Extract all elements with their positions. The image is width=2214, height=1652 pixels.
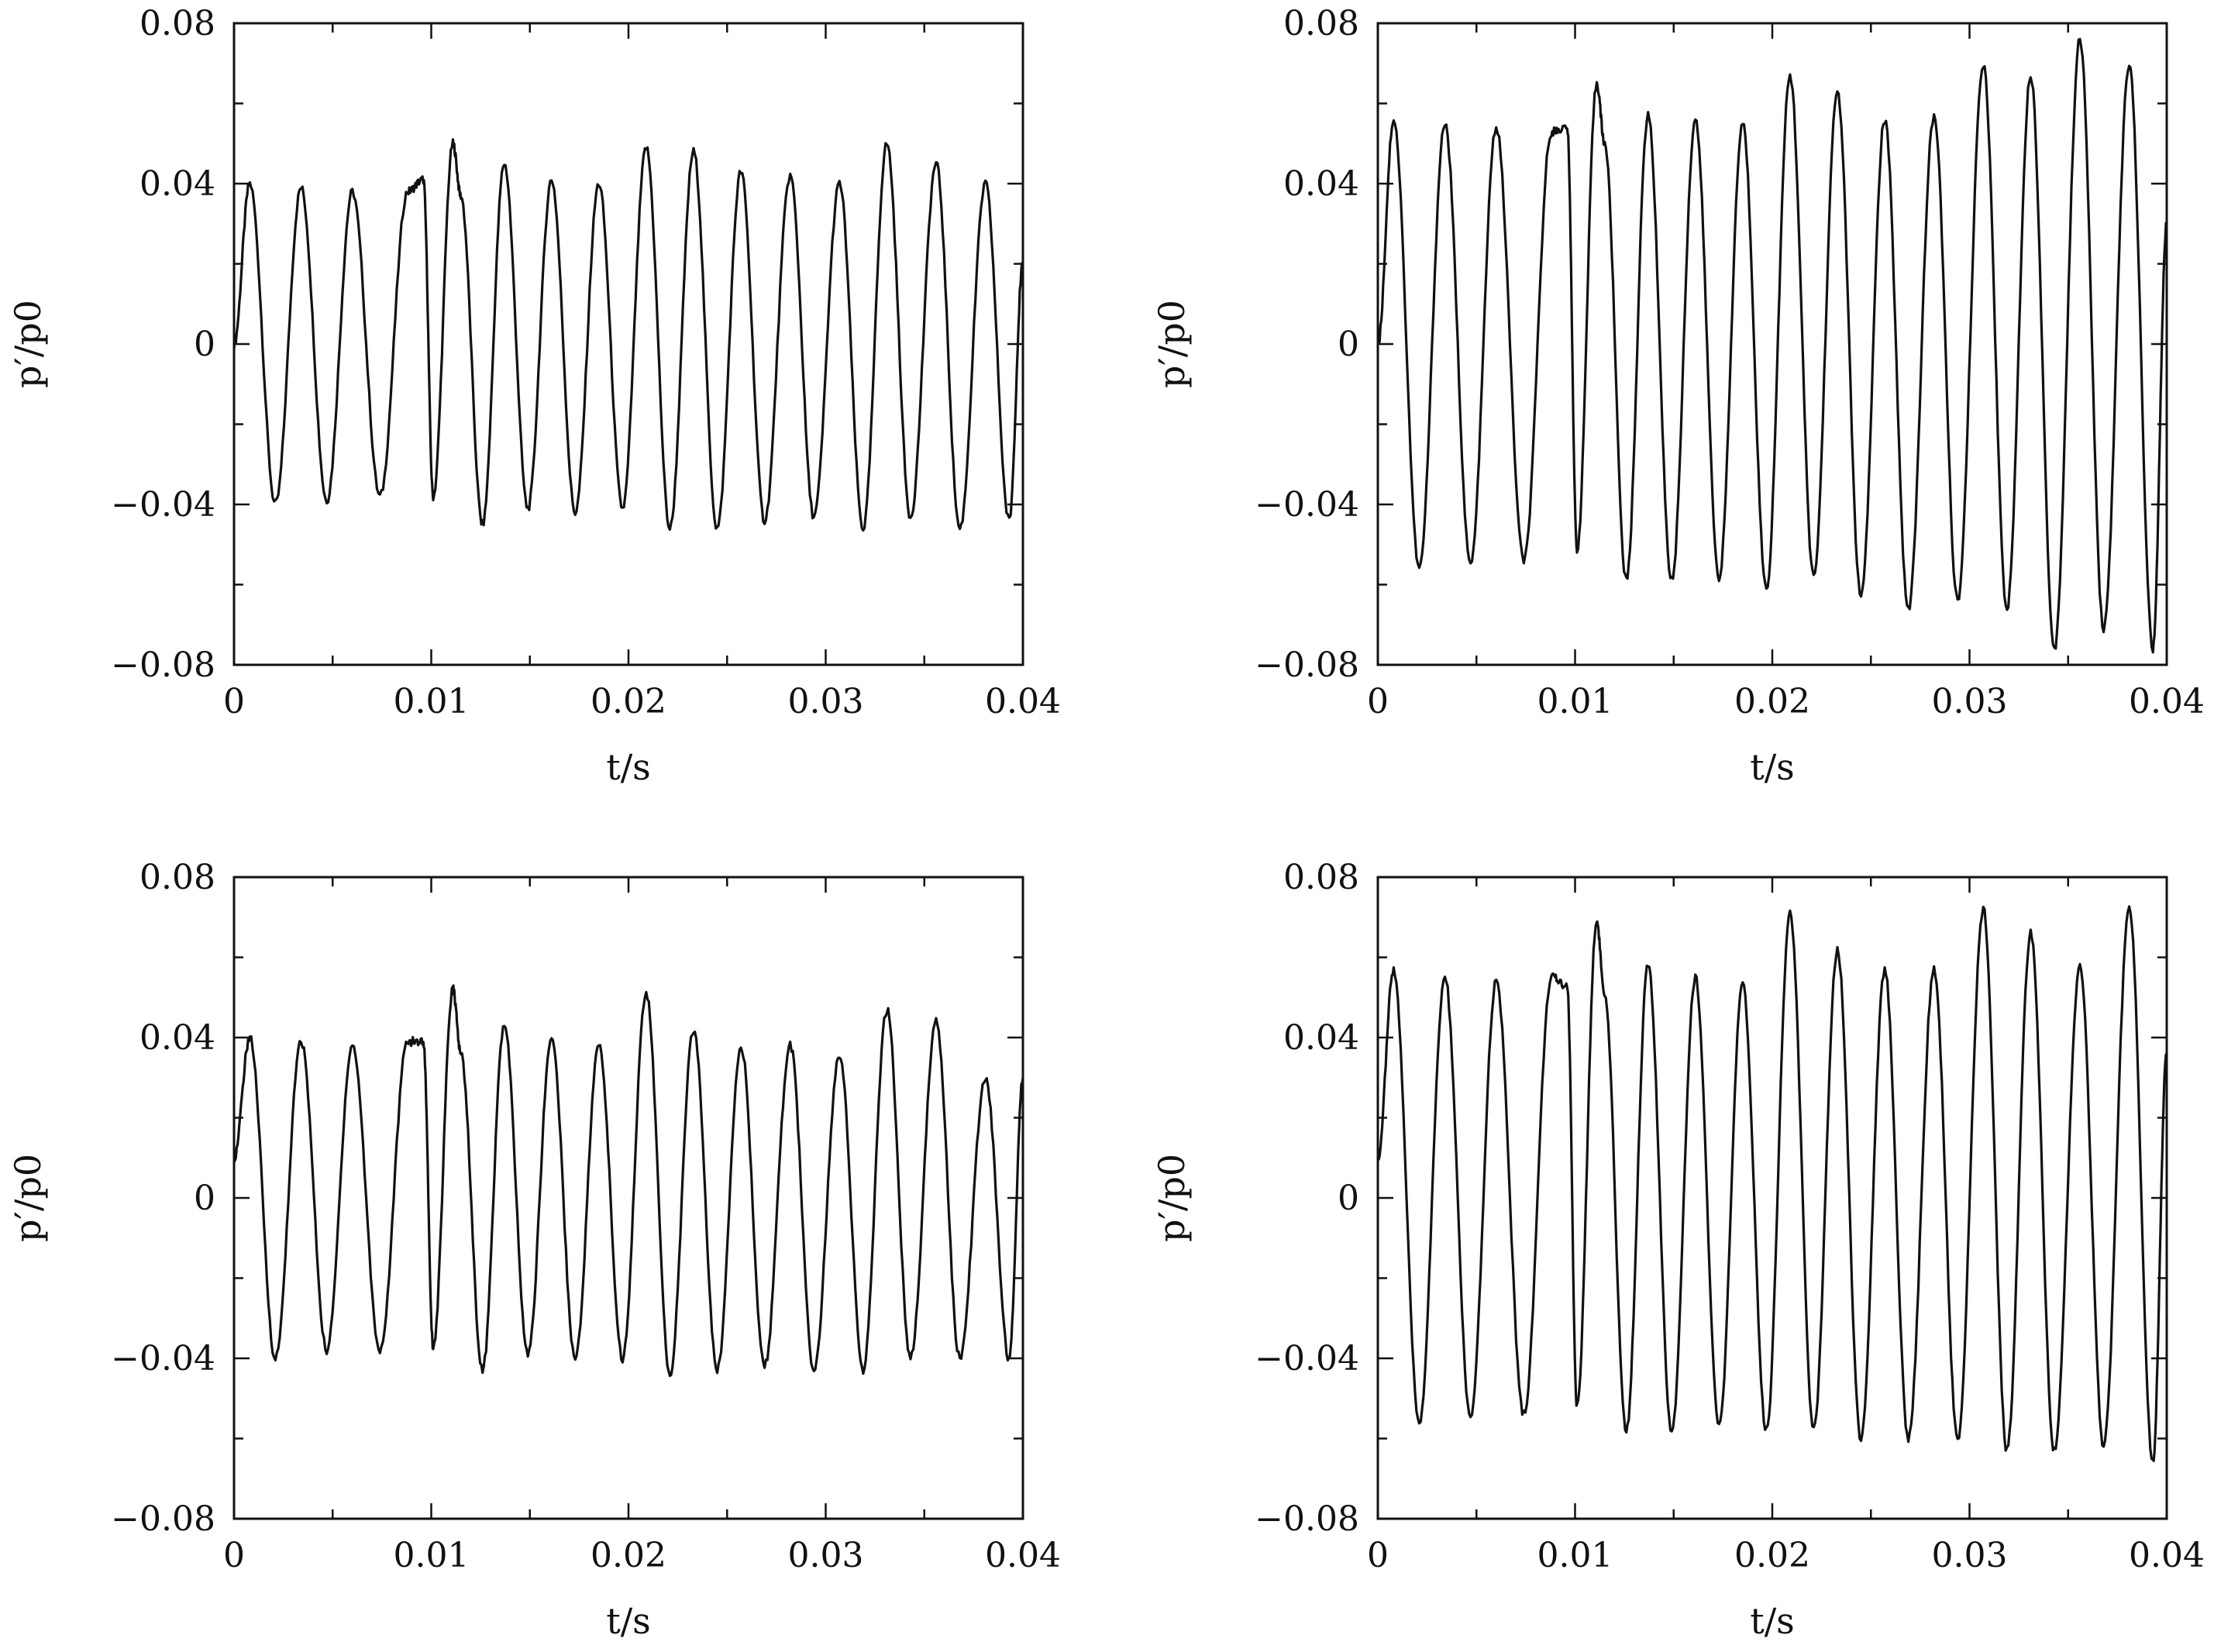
x-axis-label: t/s xyxy=(1750,746,1795,788)
x-tick-label: 0.03 xyxy=(788,1536,864,1575)
y-tick-label: 0 xyxy=(194,325,215,364)
y-tick-label: 0.08 xyxy=(139,4,215,43)
x-tick-label: 0.03 xyxy=(788,682,864,721)
x-axis-label: t/s xyxy=(606,1600,651,1642)
y-tick-label: 0 xyxy=(194,1179,215,1218)
x-tick-label: 0.04 xyxy=(2129,1536,2205,1575)
chart-panel-top-left: −0.08 −0.04 0 0.04 0.08 0 0.01 0.02 0.03 0.04 t/s p… xyxy=(7,4,1061,788)
y-tick-label: −0.04 xyxy=(111,1339,215,1378)
x-tick-label: 0.02 xyxy=(1734,682,1810,721)
x-tick-label: 0.02 xyxy=(591,682,666,721)
x-tick-label: 0 xyxy=(223,1536,245,1575)
x-tick-label: 0.02 xyxy=(1734,1536,1810,1575)
series-line-pressure xyxy=(1376,37,2168,654)
plot-frame xyxy=(232,22,1024,666)
y-tick-label: −0.08 xyxy=(1255,1499,1359,1539)
y-tick-label: −0.08 xyxy=(111,645,215,685)
x-tick-label: 0.01 xyxy=(394,1536,470,1575)
y-tick-label: −0.04 xyxy=(1255,1339,1359,1378)
y-tick-label: 0.04 xyxy=(1283,1018,1359,1058)
series-line-pressure xyxy=(232,138,1024,532)
x-tick-label: 0.02 xyxy=(591,1536,666,1575)
plot-frame xyxy=(1376,876,2168,1520)
y-tick-label: 0 xyxy=(1338,325,1359,364)
y-tick-label: 0 xyxy=(1338,1179,1359,1218)
x-tick-label: 0.01 xyxy=(1537,1536,1613,1575)
x-tick-label: 0.01 xyxy=(394,682,470,721)
series-line-pressure xyxy=(232,984,1024,1378)
y-tick-label: 0.08 xyxy=(139,858,215,897)
x-tick-label: 0.03 xyxy=(1932,682,2008,721)
y-tick-label: −0.08 xyxy=(111,1499,215,1539)
y-tick-label: 0.04 xyxy=(139,164,215,204)
x-tick-label: 0.04 xyxy=(985,1536,1061,1575)
chart-panel-bottom-left: −0.08 −0.04 0 0.04 0.08 0 0.01 0.02 0.03 0.04 t/s p… xyxy=(7,858,1061,1642)
y-axis-label: p′/p0 xyxy=(1151,300,1193,388)
series-line-pressure xyxy=(1376,905,2168,1463)
y-axis-label: p′/p0 xyxy=(7,1154,49,1242)
x-tick-label: 0.04 xyxy=(985,682,1061,721)
x-tick-label: 0.03 xyxy=(1932,1536,2008,1575)
x-tick-label: 0.04 xyxy=(2129,682,2205,721)
y-tick-label: 0.04 xyxy=(139,1018,215,1058)
chart-panel-top-right: −0.08 −0.04 0 0.04 0.08 0 0.01 0.02 0.03 0.04 t/s p… xyxy=(1151,4,2205,788)
y-axis-label: p′/p0 xyxy=(1151,1154,1193,1242)
x-tick-label: 0 xyxy=(223,682,245,721)
y-tick-label: −0.08 xyxy=(1255,645,1359,685)
x-tick-label: 0 xyxy=(1367,682,1389,721)
y-tick-label: 0.04 xyxy=(1283,164,1359,204)
x-tick-label: 0 xyxy=(1367,1536,1389,1575)
y-tick-label: −0.04 xyxy=(111,485,215,525)
x-axis-label: t/s xyxy=(606,746,651,788)
y-tick-label: −0.04 xyxy=(1255,485,1359,525)
y-tick-label: 0.08 xyxy=(1283,4,1359,43)
y-tick-label: 0.08 xyxy=(1283,858,1359,897)
y-axis-label: p′/p0 xyxy=(7,300,49,388)
x-axis-label: t/s xyxy=(1750,1600,1795,1642)
x-tick-label: 0.01 xyxy=(1537,682,1613,721)
chart-panel-bottom-right: −0.08 −0.04 0 0.04 0.08 0 0.01 0.02 0.03 0.04 t/s p… xyxy=(1151,858,2205,1642)
plot-frame xyxy=(232,876,1024,1520)
